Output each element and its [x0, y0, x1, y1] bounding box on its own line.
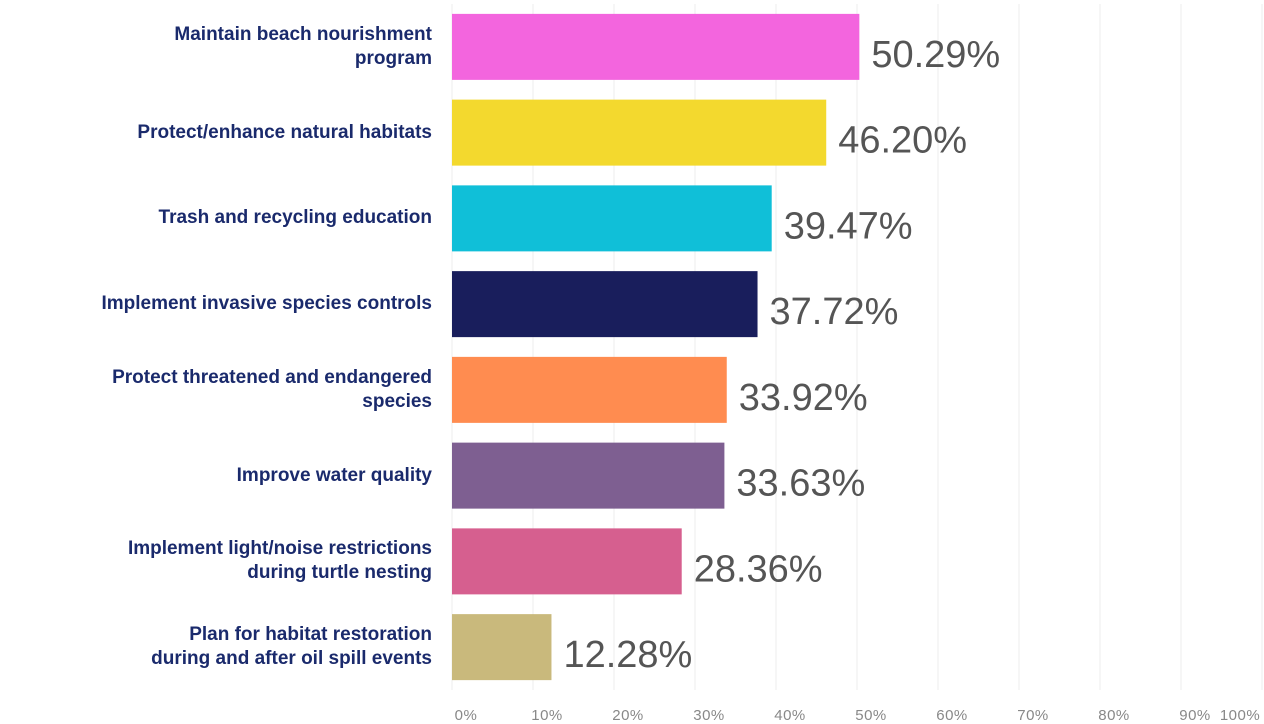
value-label: 33.92% [739, 377, 868, 419]
x-tick-label: 30% [693, 707, 725, 724]
value-label: 12.28% [563, 634, 692, 676]
category-label: Protect/enhance natural habitats [137, 121, 432, 143]
value-label: 28.36% [694, 548, 823, 590]
x-tick-label: 50% [855, 707, 887, 724]
category-label: Maintain beach nourishment program [174, 23, 432, 69]
bar [452, 614, 552, 681]
x-tick-label: 0% [455, 707, 478, 724]
x-tick-label: 40% [774, 707, 806, 724]
x-tick-label: 60% [936, 707, 968, 724]
bar [452, 13, 860, 80]
category-label: Implement light/noise restrictions durin… [127, 538, 432, 584]
x-tick-label: 70% [1017, 707, 1049, 724]
category-label: Plan for habitat restoration during and … [151, 624, 432, 670]
bar [452, 271, 758, 338]
value-label: 33.63% [736, 463, 865, 505]
category-label: Protect threatened and endangered specie… [112, 366, 432, 412]
bar [452, 528, 682, 595]
bar [452, 99, 827, 166]
x-tick-label: 90% [1179, 707, 1211, 724]
category-label: Trash and recycling education [158, 207, 432, 229]
value-label: 50.29% [871, 34, 1000, 76]
x-tick-label: 20% [612, 707, 644, 724]
x-tick-label: 10% [531, 707, 563, 724]
category-label: Implement invasive species controls [101, 293, 432, 315]
value-label: 37.72% [770, 291, 899, 333]
category-label: Improve water quality [236, 464, 432, 486]
bar [452, 185, 772, 252]
x-tick-label: 100% [1220, 707, 1260, 724]
x-tick-label: 80% [1098, 707, 1130, 724]
value-label: 39.47% [784, 205, 913, 247]
bar [452, 442, 725, 509]
value-label: 46.20% [838, 120, 967, 162]
bar [452, 356, 727, 423]
